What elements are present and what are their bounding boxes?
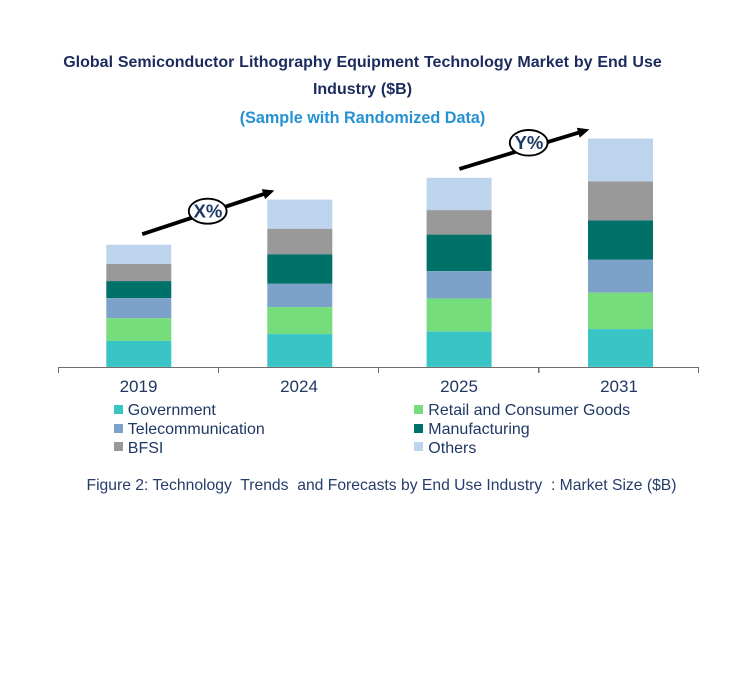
svg-text:Y%: Y% <box>515 132 544 153</box>
svg-text:X%: X% <box>194 201 223 222</box>
